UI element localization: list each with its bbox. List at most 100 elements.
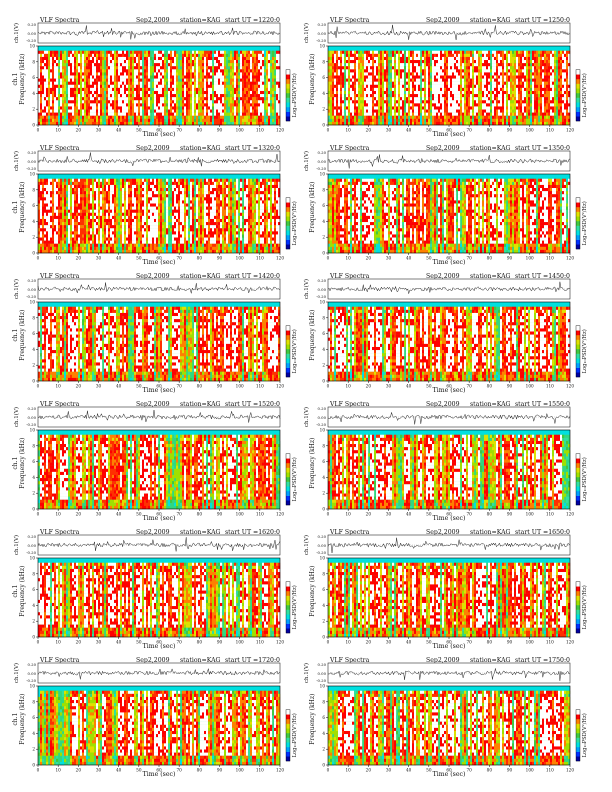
spectrogram-cell [464,112,467,116]
spectrogram-cell [190,90,193,95]
spectrogram-cell [140,60,143,64]
spectrogram-cell [94,115,97,119]
spectrogram-cell [462,56,465,61]
spectrogram-cell [334,81,337,85]
spectrogram-cell [96,78,99,82]
spectrogram-cell [40,69,43,73]
spectrogram-cell [422,109,425,113]
spectrogram-cell [186,106,189,110]
spectrogram-cell [162,118,165,123]
spectrogram-cell [414,100,417,104]
spectrogram-cell [76,60,79,64]
spectrogram-cell [204,72,207,76]
spectrogram-cell [120,63,123,67]
spectrogram-cell [114,118,117,123]
spectrogram-cell [460,56,463,61]
spectrogram-cell [246,53,249,58]
spectrogram-cell [442,100,445,104]
spectrogram-cell [492,97,495,101]
spectrogram-cell [398,121,401,126]
spectrogram-cell [170,100,173,104]
spectrogram-cell [402,72,405,76]
spectrogram-cell [486,84,489,89]
spectrogram-cell [492,106,495,110]
spectrogram-cell [406,53,409,58]
spectrogram-cell [366,78,369,82]
spectrogram-cell [82,115,85,119]
spectrogram-cell [342,118,345,123]
spectrogram-cell [378,115,381,119]
spectrogram-cell [214,106,217,110]
spectrogram-cell [372,72,375,76]
spectrogram-cell [254,103,257,107]
spectrogram-cell [366,72,369,76]
spectrogram-cell [400,90,403,95]
spectrogram-cell [364,115,367,119]
spectrogram-cell [392,78,395,82]
spectrogram-cell [452,115,455,119]
spectrogram-cell [518,72,521,76]
spectrogram-cell [378,72,381,76]
spectrogram-cell [462,121,465,126]
spectrogram-cell [44,97,47,101]
spectrogram-cell [166,90,169,95]
spectrogram-cell [270,66,273,70]
spectrogram-cell [50,103,53,107]
spectrogram-cell [516,115,519,119]
spectrogram-cell [46,118,49,123]
spectrogram-cell [386,56,389,61]
spectrogram-cell [80,60,83,64]
spectrogram-cell [386,63,389,67]
spectrogram-cell [38,72,41,76]
spectrogram-cell [364,56,367,61]
spectrogram-cell [468,66,471,70]
spectrogram-cell [476,60,479,64]
spectrogram-cell [502,115,505,119]
spectrogram-cell [484,121,487,126]
spectrogram-cell [488,115,491,119]
trace-ylabel: ch.1(V) [13,23,20,43]
spectrogram-cell [256,53,259,58]
spectrogram-cell [232,109,235,113]
spectrogram-cell [90,100,93,104]
spectrogram-cell [370,66,373,70]
spectrogram-cell [118,66,121,70]
spectrogram-cell [120,53,123,58]
spectrogram-cell [268,121,271,126]
spectrogram-cell [474,50,477,54]
spectrogram-cell [108,72,111,76]
spectrogram-cell [110,75,113,79]
spectrogram-cell [200,103,203,107]
spectrogram-cell [418,87,421,92]
spectrogram-cell [486,106,489,110]
spectrogram-cell [382,90,385,95]
spectrogram-cell [496,112,499,116]
spectrogram-cell [234,97,237,101]
spectrogram-cell [428,53,431,58]
spectrogram-cell [194,56,197,61]
spectrogram-cell [454,63,457,67]
spectrogram-cell [52,109,55,113]
spectrogram-cell [370,106,373,110]
spectrogram-cell [136,100,139,104]
spectrogram-cell [214,109,217,113]
spectrogram-cell [162,121,165,126]
spectrogram-cell [126,50,129,54]
spectrogram-cell [224,87,227,92]
spectrogram-cell [140,72,143,76]
spectrogram-cell [174,118,177,123]
spectrogram-cell [422,90,425,95]
spectrogram-cell [154,63,157,67]
spectrogram-cell [372,53,375,58]
spectrogram-cell [84,75,87,79]
spectrogram-cell [360,72,363,76]
spectrogram-cell [370,121,373,126]
spectrogram-cell [412,90,415,95]
spectrogram-cell [510,121,513,126]
spectrogram-cell [220,50,223,54]
spectrogram-cell [358,75,361,79]
spectrogram-cell [452,84,455,89]
spectrogram-cell [496,75,499,79]
spectrogram-cell [202,53,205,58]
spectrogram-cell [518,66,521,70]
